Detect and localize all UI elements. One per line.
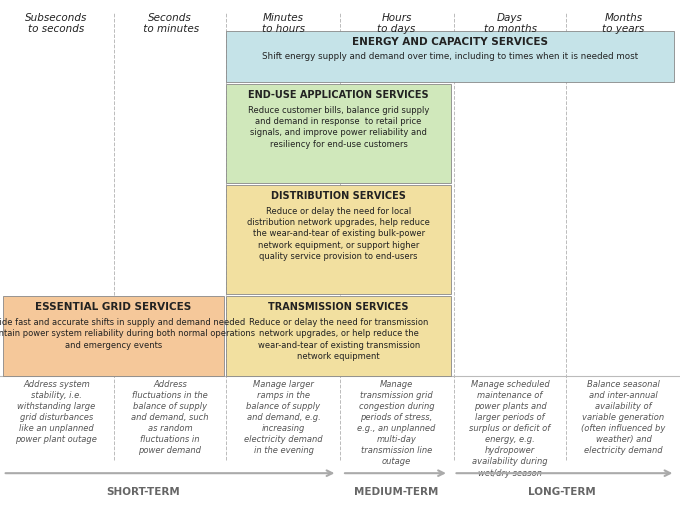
Text: Hours
to days: Hours to days <box>377 13 415 34</box>
Text: END-USE APPLICATION SERVICES: END-USE APPLICATION SERVICES <box>248 90 429 100</box>
FancyBboxPatch shape <box>226 84 451 183</box>
Text: Address
fluctuations in the
balance of supply
and demand, such
as random
fluctua: Address fluctuations in the balance of s… <box>131 380 209 456</box>
Text: Days
to months: Days to months <box>483 13 537 34</box>
Text: ENERGY AND CAPACITY SERVICES: ENERGY AND CAPACITY SERVICES <box>352 37 548 47</box>
FancyBboxPatch shape <box>226 185 451 294</box>
FancyBboxPatch shape <box>226 296 451 376</box>
Text: Manage
transmission grid
congestion during
periods of stress,
e.g., an unplanned: Manage transmission grid congestion duri… <box>357 380 436 467</box>
Text: Provide fast and accurate shifts in supply and demand needed
to maintain power s: Provide fast and accurate shifts in supp… <box>0 318 255 349</box>
Text: Seconds
 to minutes: Seconds to minutes <box>141 13 199 34</box>
Text: Address system
stability, i.e.
withstanding large
grid disturbances
like an unpl: Address system stability, i.e. withstand… <box>16 380 97 444</box>
Text: Reduce customer bills, balance grid supply
and demand in response  to retail pri: Reduce customer bills, balance grid supp… <box>248 106 429 149</box>
FancyBboxPatch shape <box>3 296 224 376</box>
Text: Shift energy supply and demand over time, including to times when it is needed m: Shift energy supply and demand over time… <box>262 52 639 61</box>
Text: LONG-TERM: LONG-TERM <box>528 487 596 497</box>
Text: Subseconds
to seconds: Subseconds to seconds <box>25 13 88 34</box>
FancyBboxPatch shape <box>226 31 674 82</box>
Text: Reduce or delay the need for local
distribution network upgrades, help reduce
th: Reduce or delay the need for local distr… <box>248 207 430 262</box>
Text: SHORT-TERM: SHORT-TERM <box>106 487 180 497</box>
Text: MEDIUM-TERM: MEDIUM-TERM <box>354 487 439 497</box>
Text: DISTRIBUTION SERVICES: DISTRIBUTION SERVICES <box>271 191 406 201</box>
Text: TRANSMISSION SERVICES: TRANSMISSION SERVICES <box>269 302 409 313</box>
Text: Minutes
to hours: Minutes to hours <box>262 13 305 34</box>
Text: Manage scheduled
maintenance of
power plants and
larger periods of
surplus or de: Manage scheduled maintenance of power pl… <box>469 380 551 478</box>
Text: Months
to years: Months to years <box>602 13 645 34</box>
Text: Balance seasonal
and inter-annual
availability of
variable generation
(often inf: Balance seasonal and inter-annual availa… <box>581 380 666 456</box>
Text: Reduce or delay the need for transmission
network upgrades, or help reduce the
w: Reduce or delay the need for transmissio… <box>249 318 428 361</box>
Text: Manage larger
ramps in the
balance of supply
and demand, e.g.
increasing
electri: Manage larger ramps in the balance of su… <box>244 380 323 456</box>
Text: ESSENTIAL GRID SERVICES: ESSENTIAL GRID SERVICES <box>35 302 191 313</box>
